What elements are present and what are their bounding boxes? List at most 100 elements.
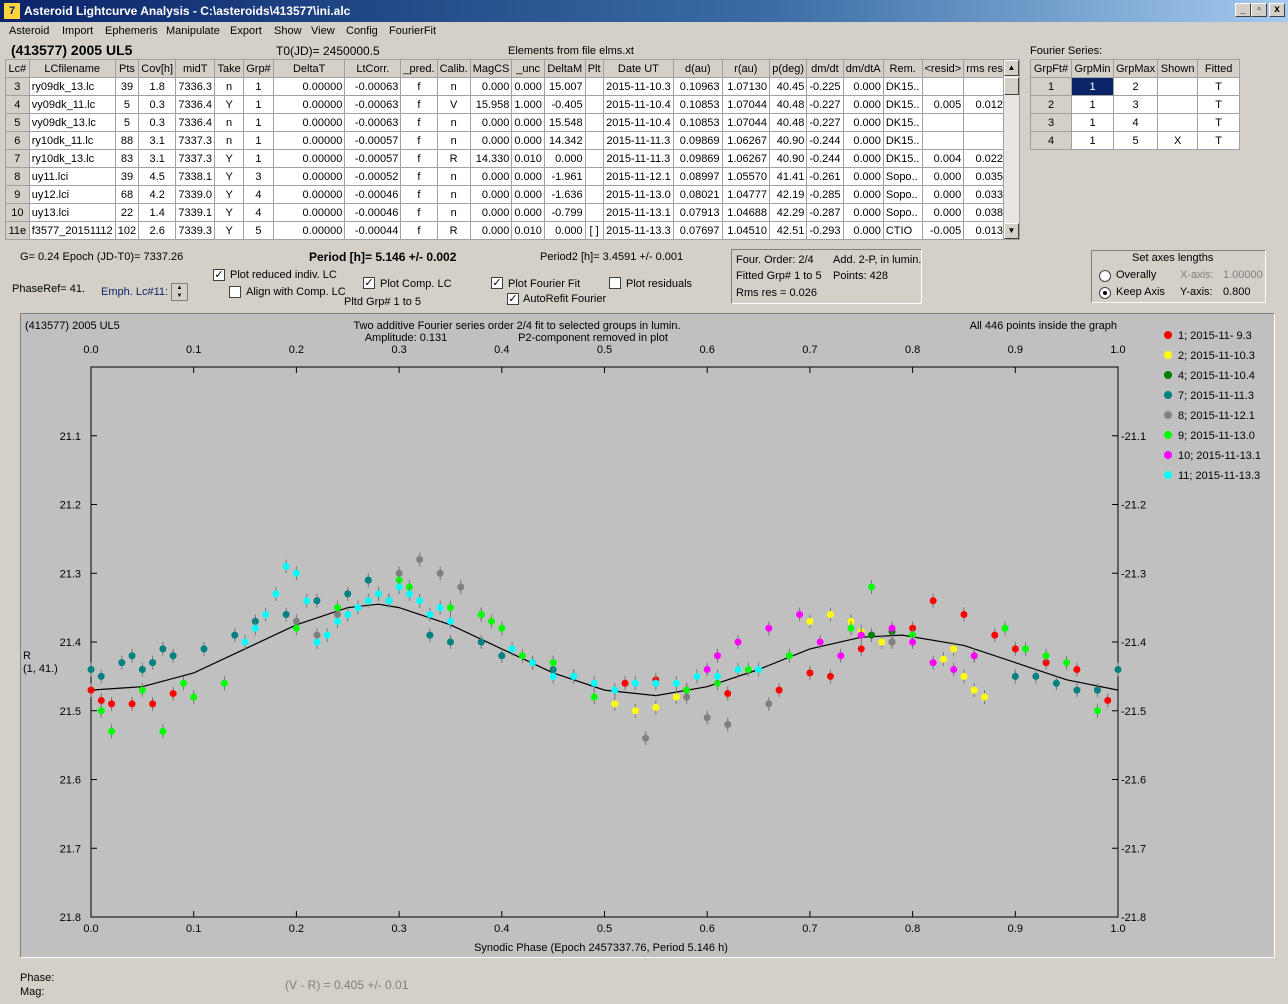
lc-cell[interactable]: 1.000 bbox=[512, 96, 545, 114]
lc-column-header[interactable]: rms res bbox=[964, 60, 1006, 78]
fs-column-header[interactable]: GrpFt# bbox=[1031, 60, 1072, 78]
lc-cell[interactable]: f bbox=[401, 186, 437, 204]
lc-cell[interactable]: Y bbox=[215, 168, 244, 186]
lc-cell[interactable]: n bbox=[437, 168, 470, 186]
lc-cell[interactable]: -0.00046 bbox=[345, 186, 401, 204]
lc-cell[interactable]: 0.000 bbox=[843, 96, 883, 114]
lc-cell[interactable]: R bbox=[437, 222, 470, 240]
lc-cell[interactable]: 4 bbox=[6, 96, 30, 114]
lc-column-header[interactable]: midT bbox=[176, 60, 215, 78]
lc-cell[interactable]: 0.10853 bbox=[674, 96, 722, 114]
lc-table-row[interactable]: 4 vy09dk_11.lc 5 0.3 7336.4 Y 1 0.00000 -0.00063… bbox=[6, 96, 1006, 114]
lc-cell[interactable]: 3.1 bbox=[139, 132, 176, 150]
lc-cell[interactable]: n bbox=[215, 132, 244, 150]
lc-cell[interactable]: Y bbox=[215, 222, 244, 240]
lc-cell[interactable]: 0.000 bbox=[470, 78, 512, 96]
fs-cell[interactable]: T bbox=[1198, 78, 1240, 96]
fs-cell[interactable]: T bbox=[1198, 114, 1240, 132]
lc-table-row[interactable]: 6 ry10dk_11.lc 88 3.1 7337.3 n 1 0.00000 -0.0005… bbox=[6, 132, 1006, 150]
lc-cell[interactable]: 1.06267 bbox=[722, 132, 769, 150]
lc-cell[interactable]: 5 bbox=[243, 222, 273, 240]
lc-cell[interactable]: uy11.lci bbox=[29, 168, 115, 186]
spin-up-icon[interactable]: ▲ bbox=[172, 284, 187, 292]
lc-cell[interactable]: 0.00000 bbox=[274, 186, 345, 204]
lc-cell[interactable]: 0.004 bbox=[922, 150, 964, 168]
lc-cell[interactable]: n bbox=[437, 132, 470, 150]
scroll-down-icon[interactable]: ▼ bbox=[1004, 223, 1019, 239]
lc-cell[interactable]: 0.00000 bbox=[274, 132, 345, 150]
lc-cell[interactable]: 0.000 bbox=[470, 168, 512, 186]
lc-cell[interactable] bbox=[585, 204, 603, 222]
lc-cell[interactable]: ry10dk_11.lc bbox=[29, 132, 115, 150]
lc-cell[interactable]: 0.013 bbox=[964, 222, 1006, 240]
align-comp-checkbox[interactable] bbox=[229, 286, 241, 298]
lc-cell[interactable]: 2015-11-10.4 bbox=[603, 114, 674, 132]
fs-cell[interactable]: X bbox=[1158, 132, 1198, 150]
lc-cell[interactable]: -0.005 bbox=[922, 222, 964, 240]
lc-cell[interactable]: 4 bbox=[243, 186, 273, 204]
lc-cell[interactable]: -0.405 bbox=[544, 96, 585, 114]
lc-cell[interactable]: -0.227 bbox=[807, 114, 843, 132]
lc-table-row[interactable]: 11e f3577_20151112 102 2.6 7339.3 Y 5 0.00000 -0… bbox=[6, 222, 1006, 240]
lc-cell[interactable]: -0.00057 bbox=[345, 132, 401, 150]
lc-cell[interactable] bbox=[585, 96, 603, 114]
lc-cell[interactable]: uy12.lci bbox=[29, 186, 115, 204]
keep-axis-radio[interactable] bbox=[1099, 287, 1111, 299]
lc-cell[interactable]: 7337.3 bbox=[176, 132, 215, 150]
lc-cell[interactable]: 0.000 bbox=[843, 132, 883, 150]
lc-cell[interactable] bbox=[585, 150, 603, 168]
lc-cell[interactable]: ry09dk_13.lc bbox=[29, 78, 115, 96]
lc-cell[interactable]: -0.00063 bbox=[345, 78, 401, 96]
lc-cell[interactable]: -0.225 bbox=[807, 78, 843, 96]
lc-table-row[interactable]: 10 uy13.lci 22 1.4 7339.1 Y 4 0.00000 -0.00046 f n… bbox=[6, 204, 1006, 222]
lc-cell[interactable]: 7 bbox=[6, 150, 30, 168]
lc-cell[interactable]: 0.000 bbox=[922, 168, 964, 186]
lc-column-header[interactable]: Take bbox=[215, 60, 244, 78]
lc-cell[interactable]: ry10dk_13.lc bbox=[29, 150, 115, 168]
lc-cell[interactable]: f bbox=[401, 204, 437, 222]
lc-cell[interactable]: 1.4 bbox=[139, 204, 176, 222]
lc-cell[interactable]: 0.3 bbox=[139, 96, 176, 114]
lc-cell[interactable]: 0.000 bbox=[470, 186, 512, 204]
lc-cell[interactable]: 2015-11-13.3 bbox=[603, 222, 674, 240]
lc-column-header[interactable]: _pred. bbox=[401, 60, 437, 78]
lc-column-header[interactable]: Date UT bbox=[603, 60, 674, 78]
lc-cell[interactable]: 0.000 bbox=[470, 114, 512, 132]
lc-cell[interactable]: 0.000 bbox=[470, 132, 512, 150]
lc-cell[interactable]: -0.00063 bbox=[345, 114, 401, 132]
lc-cell[interactable]: 0.00000 bbox=[274, 150, 345, 168]
lc-cell[interactable]: n bbox=[437, 204, 470, 222]
lc-cell[interactable]: 1.04688 bbox=[722, 204, 769, 222]
lc-cell[interactable]: 0.000 bbox=[512, 132, 545, 150]
lc-cell[interactable]: 7339.3 bbox=[176, 222, 215, 240]
lc-cell[interactable]: 42.29 bbox=[770, 204, 807, 222]
lc-cell[interactable]: 0.022 bbox=[964, 150, 1006, 168]
fs-cell[interactable]: 4 bbox=[1031, 132, 1072, 150]
lc-cell[interactable]: 0.10853 bbox=[674, 114, 722, 132]
lc-cell[interactable]: 2015-11-13.1 bbox=[603, 204, 674, 222]
menu-config[interactable]: Config bbox=[346, 25, 378, 37]
lc-cell[interactable]: 7338.1 bbox=[176, 168, 215, 186]
lc-cell[interactable]: -0.285 bbox=[807, 186, 843, 204]
fs-column-header[interactable]: Shown bbox=[1158, 60, 1198, 78]
lc-cell[interactable]: f bbox=[401, 132, 437, 150]
lc-cell[interactable]: 102 bbox=[115, 222, 139, 240]
lc-cell[interactable]: 0.010 bbox=[512, 222, 545, 240]
lc-cell[interactable]: uy13.lci bbox=[29, 204, 115, 222]
lc-cell[interactable]: f3577_20151112 bbox=[29, 222, 115, 240]
lc-table-row[interactable]: 9 uy12.lci 68 4.2 7339.0 Y 4 0.00000 -0.00046 f n 0… bbox=[6, 186, 1006, 204]
menu-import[interactable]: Import bbox=[62, 25, 93, 37]
lc-cell[interactable]: 88 bbox=[115, 132, 139, 150]
lc-cell[interactable]: n bbox=[437, 114, 470, 132]
lc-cell[interactable]: 0.07913 bbox=[674, 204, 722, 222]
lc-cell[interactable]: 1 bbox=[243, 150, 273, 168]
lc-cell[interactable]: 5 bbox=[115, 96, 139, 114]
lc-cell[interactable]: 1 bbox=[243, 114, 273, 132]
fs-column-header[interactable]: GrpMin bbox=[1072, 60, 1114, 78]
fs-cell[interactable] bbox=[1158, 78, 1198, 96]
lc-cell[interactable]: 0.09869 bbox=[674, 150, 722, 168]
lc-cell[interactable]: 11e bbox=[6, 222, 30, 240]
lc-cell[interactable]: 1.07044 bbox=[722, 114, 769, 132]
